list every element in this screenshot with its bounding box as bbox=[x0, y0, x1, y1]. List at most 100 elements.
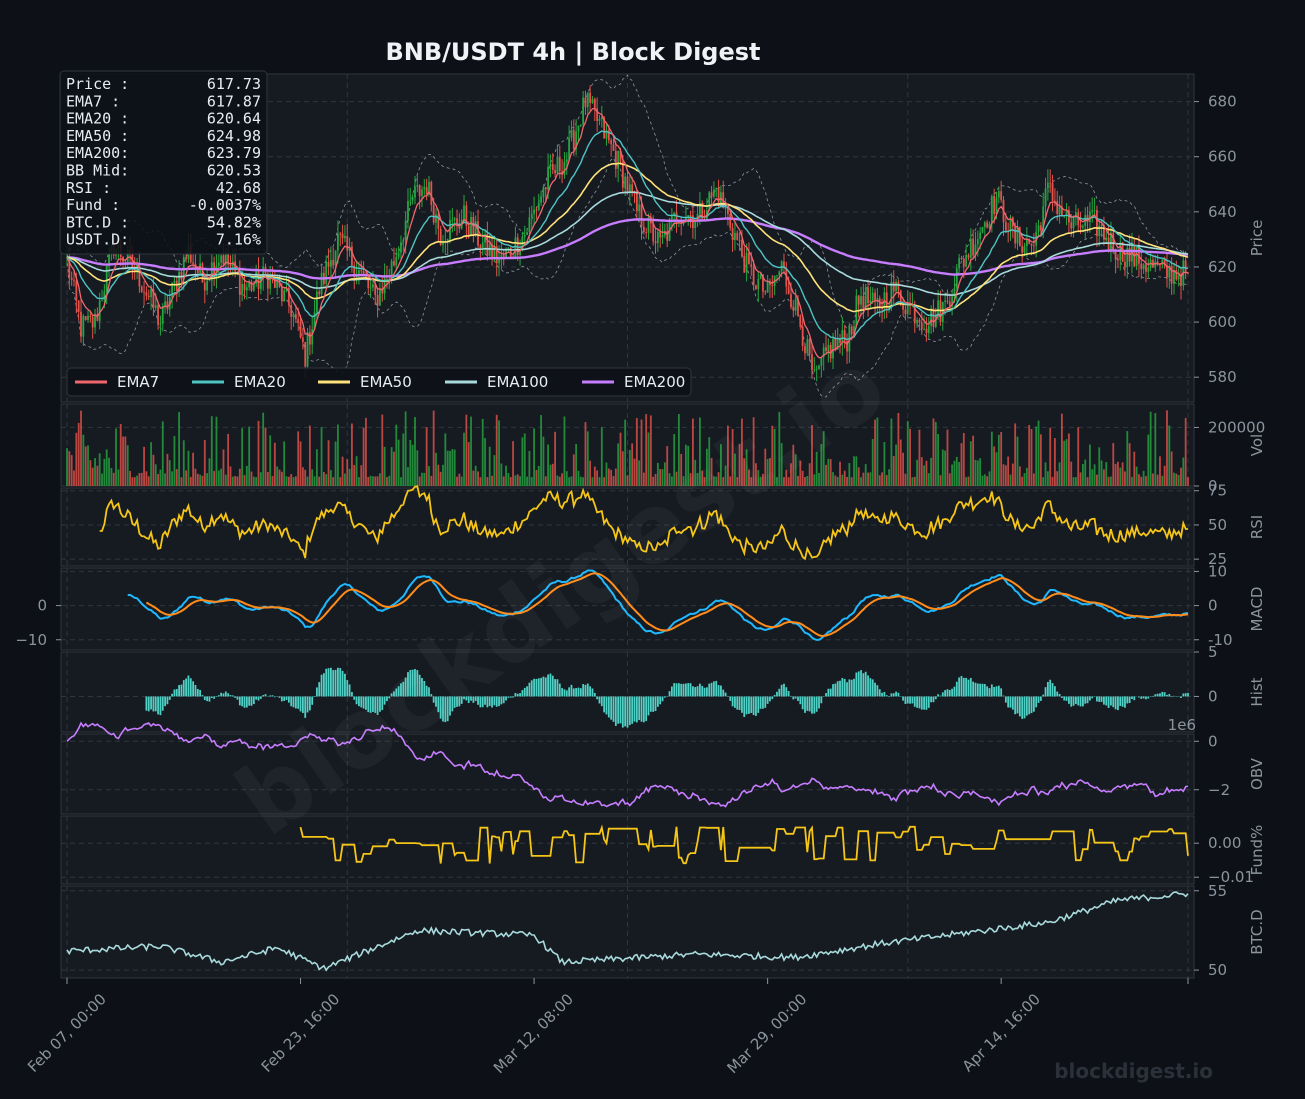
histogram-bar bbox=[736, 696, 738, 709]
volume-bar bbox=[531, 477, 533, 486]
candle-body bbox=[1047, 183, 1049, 189]
volume-bar bbox=[442, 465, 444, 486]
left-y-tick-label: 0 bbox=[37, 597, 47, 615]
candle-body bbox=[982, 227, 984, 233]
volume-bar bbox=[1124, 471, 1126, 486]
candle-body bbox=[384, 276, 386, 294]
histogram-bar bbox=[760, 696, 762, 708]
volume-bar bbox=[617, 444, 619, 486]
histogram-bar bbox=[146, 696, 148, 710]
histogram-bar bbox=[722, 690, 724, 697]
volume-bar bbox=[930, 458, 932, 486]
rsi-axis-label: RSI bbox=[1248, 515, 1266, 539]
histogram-bar bbox=[767, 696, 769, 703]
candle-body bbox=[78, 301, 80, 312]
histogram-bar bbox=[538, 678, 540, 696]
histogram-bar bbox=[883, 692, 885, 696]
volume-bar bbox=[300, 441, 302, 486]
candle-body bbox=[379, 288, 381, 305]
candle-body bbox=[916, 320, 918, 323]
histogram-bar bbox=[290, 696, 292, 706]
volume-bar bbox=[907, 421, 909, 486]
volume-bar bbox=[837, 477, 839, 486]
volume-bar bbox=[241, 428, 243, 486]
volume-bar bbox=[262, 413, 264, 486]
candle-body bbox=[1056, 201, 1058, 214]
candle-body bbox=[578, 126, 580, 132]
volume-bar bbox=[82, 435, 84, 486]
volume-bar bbox=[372, 476, 374, 486]
volume-bar bbox=[73, 470, 75, 486]
histogram-bar bbox=[1024, 696, 1026, 718]
volume-bar bbox=[339, 477, 341, 486]
histogram-bar bbox=[844, 679, 846, 696]
volume-bar bbox=[234, 476, 236, 486]
histogram-bar bbox=[1154, 694, 1156, 696]
candle-body bbox=[363, 271, 365, 274]
candle-body bbox=[643, 227, 645, 232]
histogram-bar bbox=[1084, 696, 1086, 703]
histogram-bar bbox=[986, 686, 988, 696]
candle-body bbox=[491, 245, 493, 259]
volume-bar bbox=[87, 445, 89, 486]
histogram-bar bbox=[232, 695, 234, 696]
histogram-bar bbox=[587, 684, 589, 697]
volume-bar bbox=[599, 477, 601, 486]
candle-body bbox=[400, 242, 402, 252]
volume-bar bbox=[1056, 471, 1058, 486]
histogram-bar bbox=[867, 675, 869, 696]
volume-bar bbox=[391, 447, 393, 486]
volume-bar bbox=[1033, 473, 1035, 486]
info-label: USDT.D: bbox=[66, 231, 129, 249]
histogram-bar bbox=[919, 696, 921, 708]
histogram-bar bbox=[1187, 693, 1189, 696]
candle-body bbox=[750, 264, 752, 267]
volume-bar bbox=[928, 473, 930, 486]
candle-body bbox=[524, 235, 526, 237]
histogram-bar bbox=[713, 681, 715, 696]
histogram-bar bbox=[1159, 693, 1161, 696]
volume-bar bbox=[437, 465, 439, 486]
volume-bar bbox=[1094, 464, 1096, 486]
histogram-bar bbox=[190, 678, 192, 696]
volume-bar bbox=[1131, 477, 1133, 486]
y-tick-label: 0.00 bbox=[1208, 834, 1241, 852]
volume-bar bbox=[276, 467, 278, 486]
candle-body bbox=[615, 151, 617, 169]
volume-bar bbox=[162, 421, 164, 486]
volume-bar bbox=[1112, 443, 1114, 486]
candle-body bbox=[515, 237, 517, 257]
legend-label: EMA100 bbox=[487, 373, 548, 391]
histogram-bar bbox=[1070, 696, 1072, 706]
volume-bar bbox=[258, 421, 260, 486]
volume-bar bbox=[893, 456, 895, 486]
histogram-bar bbox=[1157, 694, 1159, 697]
volume-bar bbox=[304, 470, 306, 486]
volume-bar bbox=[853, 456, 855, 486]
histogram-bar bbox=[879, 689, 881, 696]
volume-bar bbox=[1182, 457, 1184, 486]
volume-bar bbox=[944, 451, 946, 486]
candle-body bbox=[1140, 264, 1142, 269]
histogram-bar bbox=[1089, 696, 1091, 700]
histogram-bar bbox=[517, 694, 519, 697]
candle-body bbox=[552, 164, 554, 170]
candle-body bbox=[358, 270, 360, 273]
candle-body bbox=[944, 301, 946, 302]
volume-bar bbox=[342, 457, 344, 486]
candle-body bbox=[573, 130, 575, 149]
volume-bar bbox=[190, 477, 192, 486]
volume-bar bbox=[940, 475, 942, 486]
histogram-bar bbox=[926, 696, 928, 709]
volume-bar bbox=[195, 469, 197, 486]
volume-bar bbox=[246, 466, 248, 486]
volume-bar bbox=[66, 448, 68, 486]
histogram-bar bbox=[613, 696, 615, 721]
histogram-bar bbox=[624, 696, 626, 726]
candle-body bbox=[246, 287, 248, 290]
candle-body bbox=[489, 245, 491, 256]
histogram-bar bbox=[933, 696, 935, 702]
volume-bar bbox=[886, 475, 888, 486]
candle-body bbox=[956, 268, 958, 288]
volume-bar bbox=[398, 440, 400, 486]
